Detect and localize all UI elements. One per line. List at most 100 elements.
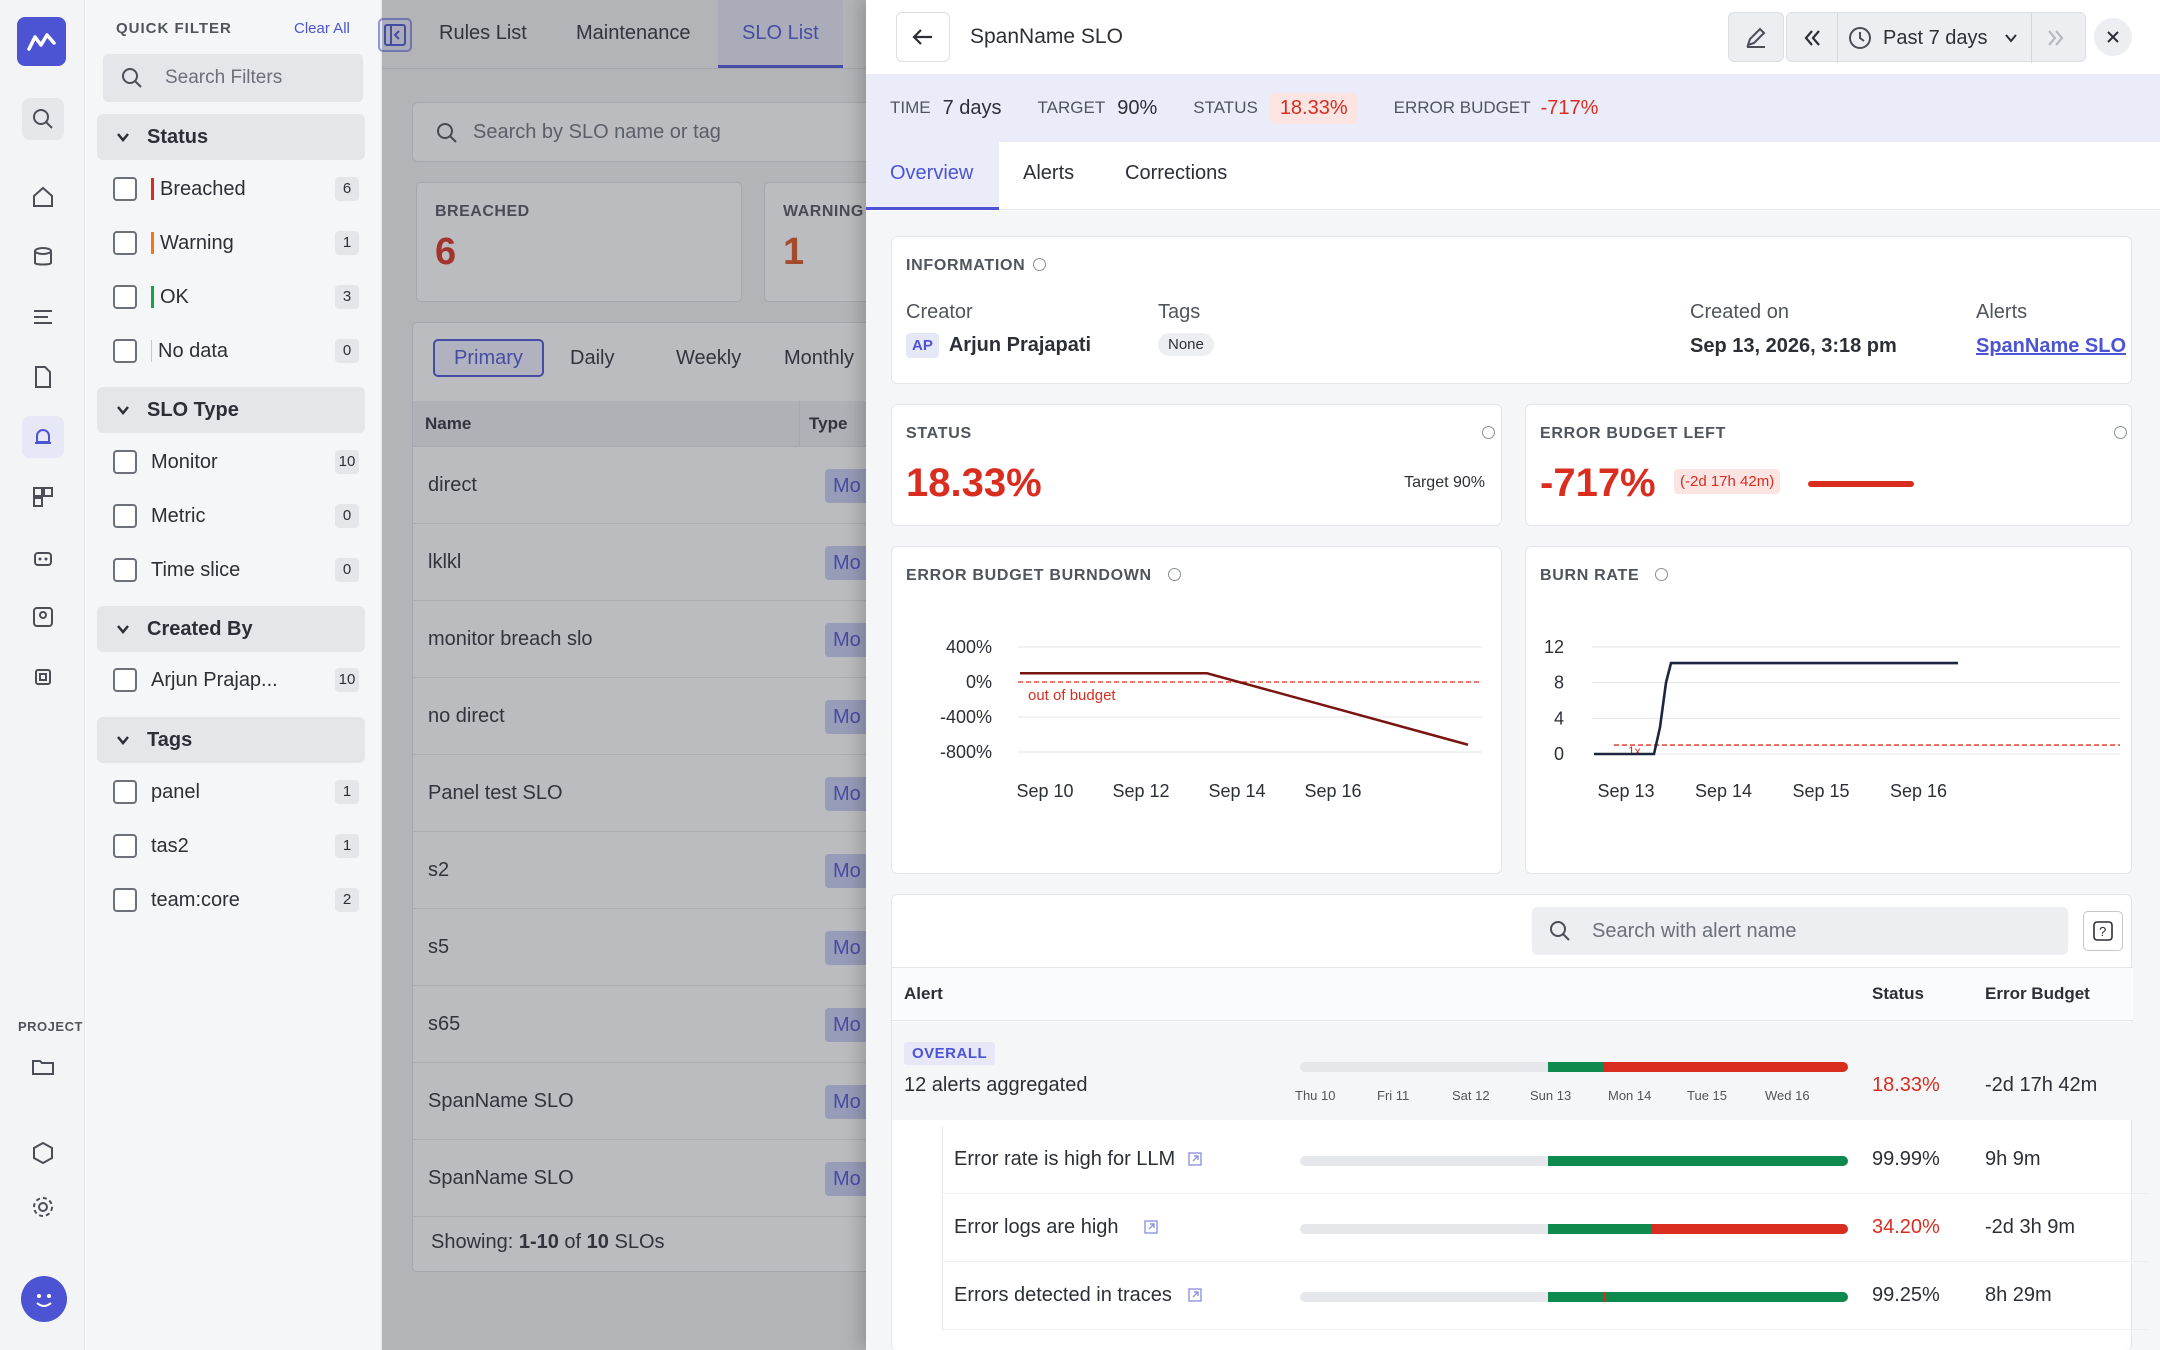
checkbox[interactable] bbox=[113, 231, 137, 255]
alert-row[interactable]: Error rate is high for LLM 99.99% 9h 9m bbox=[942, 1127, 2148, 1194]
table-row[interactable]: Panel test SLO Mo bbox=[413, 755, 885, 832]
chevrons-right-icon[interactable] bbox=[2043, 25, 2069, 56]
alert-status: 34.20% bbox=[1872, 1216, 1940, 1238]
checkbox[interactable] bbox=[113, 888, 137, 912]
overall-row[interactable]: OVERALL 12 alerts aggregated Thu 10 Fri … bbox=[892, 1022, 2133, 1120]
home-icon[interactable] bbox=[22, 176, 64, 218]
checkbox[interactable] bbox=[113, 285, 137, 309]
clear-all-button[interactable]: Clear All bbox=[294, 20, 350, 37]
table-row[interactable]: s65 Mo bbox=[413, 986, 885, 1063]
filter-option-creator[interactable]: Arjun Prajap... 10 bbox=[113, 660, 359, 700]
alert-name: Error rate is high for LLM bbox=[954, 1148, 1176, 1170]
checkbox[interactable] bbox=[113, 558, 137, 582]
row-name: SpanName SLO bbox=[428, 1089, 574, 1112]
info-icon[interactable] bbox=[1655, 568, 1669, 581]
modal-backdrop[interactable] bbox=[382, 0, 866, 1350]
checkbox[interactable] bbox=[113, 450, 137, 474]
option-label: Metric bbox=[151, 504, 206, 527]
option-count: 1 bbox=[335, 834, 359, 858]
alert-icon[interactable] bbox=[22, 416, 64, 458]
filter-option-tag-panel[interactable]: panel 1 bbox=[113, 772, 359, 812]
tab-corrections[interactable]: Corrections bbox=[1125, 162, 1228, 184]
collapse-sidebar-button[interactable] bbox=[378, 18, 412, 52]
gear-icon[interactable] bbox=[22, 1186, 64, 1228]
burndown-y-axis: 400% 0% -400% -800% bbox=[940, 637, 1482, 762]
info-icon[interactable] bbox=[1033, 258, 1047, 271]
filter-option-metric[interactable]: Metric 0 bbox=[113, 496, 359, 536]
checkbox[interactable] bbox=[113, 668, 137, 692]
chevrons-left-icon[interactable] bbox=[1799, 25, 1825, 56]
option-count: 0 bbox=[335, 339, 359, 363]
slo-search-input[interactable]: Search by SLO name or tag bbox=[412, 102, 872, 162]
status-section-header[interactable]: Status bbox=[97, 114, 365, 160]
filter-option-no-data[interactable]: No data 0 bbox=[113, 331, 359, 371]
database-icon[interactable] bbox=[22, 236, 64, 278]
status-card-title: STATUS bbox=[906, 425, 972, 442]
chip-icon[interactable] bbox=[22, 656, 64, 698]
external-link-icon[interactable] bbox=[1144, 1220, 1158, 1234]
x-tick-label: Sep 14 bbox=[1695, 781, 1752, 801]
alert-row[interactable]: Errors detected in traces 99.25% 8h 29m bbox=[942, 1263, 2148, 1330]
tags-section-header[interactable]: Tags bbox=[97, 717, 365, 763]
filter-option-time-slice[interactable]: Time slice 0 bbox=[113, 550, 359, 590]
x-tick-label: Sep 10 bbox=[1016, 781, 1073, 801]
creator-name: Arjun Prajapati bbox=[948, 334, 1092, 356]
slo-type-section-header[interactable]: SLO Type bbox=[97, 387, 365, 433]
filter-option-warning[interactable]: Warning 1 bbox=[113, 223, 359, 263]
checkbox[interactable] bbox=[113, 177, 137, 201]
checkbox[interactable] bbox=[113, 504, 137, 528]
time-range-control[interactable]: Past 7 days bbox=[1786, 12, 2086, 63]
edit-button[interactable] bbox=[1728, 12, 1784, 62]
user-avatar[interactable] bbox=[21, 1276, 67, 1322]
filter-search-input[interactable]: Search Filters bbox=[103, 54, 363, 102]
created-by-section-header[interactable]: Created By bbox=[97, 606, 365, 652]
tab-alerts[interactable]: Alerts bbox=[1023, 162, 1075, 184]
logs-icon[interactable] bbox=[22, 296, 64, 338]
info-icon[interactable] bbox=[1167, 568, 1181, 581]
checkbox[interactable] bbox=[113, 780, 137, 804]
help-button[interactable]: ? bbox=[2083, 911, 2123, 951]
filter-option-tag-tas2[interactable]: tas2 1 bbox=[113, 826, 359, 866]
folder-icon[interactable] bbox=[22, 1046, 64, 1088]
tab-maintenance[interactable]: Maintenance bbox=[576, 22, 691, 44]
alerts-link[interactable]: SpanName SLO bbox=[1976, 335, 2127, 357]
app-logo-icon[interactable] bbox=[17, 17, 66, 66]
time-range-label[interactable]: Past 7 days bbox=[1883, 27, 1988, 49]
alert-search-input[interactable]: Search with alert name bbox=[1532, 907, 2068, 955]
tab-slo-list[interactable]: SLO List bbox=[742, 22, 819, 44]
tab-rules-list[interactable]: Rules List bbox=[439, 22, 527, 44]
burn-rate-y-axis: 12 8 4 0 bbox=[1544, 637, 2120, 764]
profile-icon[interactable] bbox=[22, 596, 64, 638]
external-link-icon[interactable] bbox=[1188, 1152, 1202, 1166]
breached-card[interactable]: BREACHED 6 bbox=[416, 182, 742, 302]
dashboard-icon[interactable] bbox=[22, 476, 64, 518]
period-monthly[interactable]: Monthly bbox=[784, 346, 855, 369]
checkbox[interactable] bbox=[113, 834, 137, 858]
info-icon[interactable] bbox=[2114, 426, 2127, 439]
search-icon[interactable] bbox=[22, 98, 64, 140]
document-icon[interactable] bbox=[22, 356, 64, 398]
external-link-icon[interactable] bbox=[1188, 1288, 1202, 1302]
alert-row[interactable]: Error logs are high 34.20% -2d 3h 9m bbox=[942, 1195, 2148, 1262]
period-weekly[interactable]: Weekly bbox=[676, 346, 742, 369]
filter-option-tag-team-core[interactable]: team:core 2 bbox=[113, 880, 359, 920]
day-label: Sat 12 bbox=[1452, 1088, 1490, 1103]
close-button[interactable] bbox=[2094, 18, 2132, 56]
day-label: Thu 10 bbox=[1295, 1088, 1336, 1103]
tab-overview[interactable]: Overview bbox=[890, 162, 974, 184]
row-name: SpanName SLO bbox=[428, 1166, 574, 1189]
filter-option-ok[interactable]: OK 3 bbox=[113, 277, 359, 317]
period-primary[interactable]: Primary bbox=[433, 339, 544, 377]
checkbox[interactable] bbox=[113, 339, 137, 363]
table-row[interactable]: direct Mo bbox=[413, 447, 885, 524]
filter-option-monitor[interactable]: Monitor 10 bbox=[113, 442, 359, 482]
back-button[interactable] bbox=[896, 12, 950, 62]
burn-rate-x-axis: Sep 13 Sep 14 Sep 15 Sep 16 bbox=[1597, 781, 1947, 801]
filter-option-breached[interactable]: Breached 6 bbox=[113, 169, 359, 209]
budget-card-title: ERROR BUDGET LEFT bbox=[1540, 425, 1727, 442]
period-daily[interactable]: Daily bbox=[570, 346, 615, 369]
robot-icon[interactable] bbox=[22, 536, 64, 578]
info-icon[interactable] bbox=[1482, 426, 1495, 439]
cube-icon[interactable] bbox=[22, 1132, 64, 1174]
footer-suffix: SLOs bbox=[608, 1231, 665, 1253]
